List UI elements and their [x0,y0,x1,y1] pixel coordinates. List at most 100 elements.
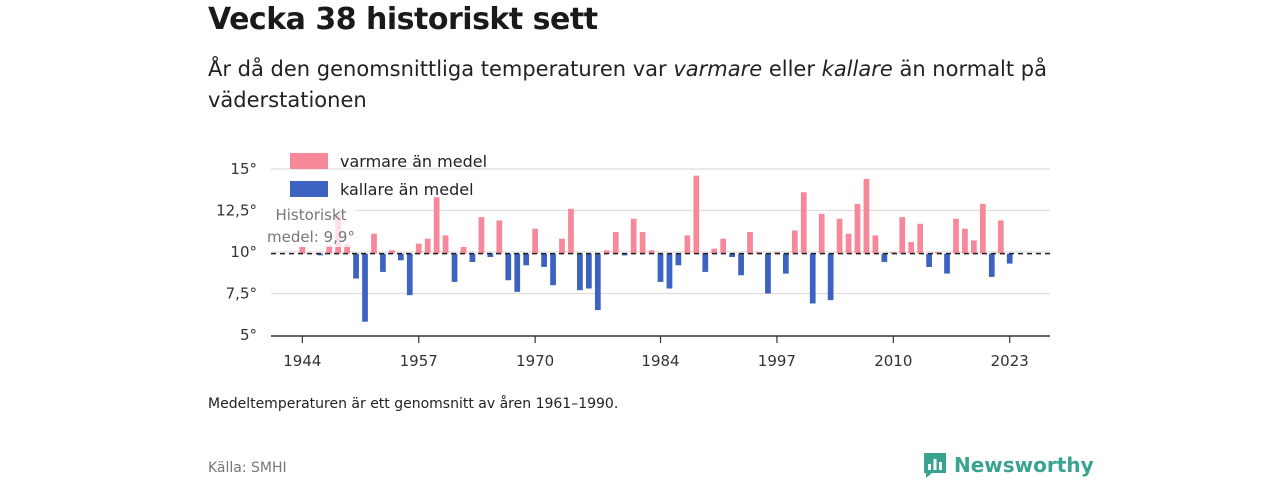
bar-warm [460,247,467,254]
chart-title: Vecka 38 historiskt sett [208,2,598,37]
bar-cold [487,253,494,257]
x-tick-label: 1970 [516,352,554,370]
bar-cold [523,253,530,266]
bar-warm [478,217,485,254]
y-tick-label: 12,5° [216,202,257,220]
y-tick-label: 15° [230,160,257,178]
bar-warm [299,247,306,254]
x-tick-label: 2023 [991,352,1029,370]
legend-swatch-warm [290,153,328,169]
bar-cold [505,253,512,281]
bar-warm [603,250,610,254]
bar-warm [612,232,619,254]
x-tick-label: 2010 [874,352,912,370]
newsworthy-brand-text: Newsworthy [954,453,1094,477]
bar-cold [541,253,547,267]
newsworthy-logo-icon [924,453,946,478]
bar-warm [872,235,879,254]
bar-warm [979,203,986,254]
x-tick-label: 1944 [283,352,321,370]
bar-warm [344,243,350,254]
bar-cold [380,253,386,272]
y-tick-label: 5° [240,326,257,344]
reference-label-line2: medel: 9,9° [267,228,355,246]
y-tick-label: 10° [230,243,257,261]
x-axis-ticks: 1944 1957 1970 1984 1997 2010 2023 [271,335,1050,370]
bar-warm [639,232,646,254]
bar-warm [720,238,727,254]
bar-cold [827,253,834,301]
bar-cold [594,253,601,311]
bar-warm [747,232,753,254]
bar-warm [791,230,798,254]
bar-warm [774,252,780,254]
bar-cold [926,253,932,267]
bar-warm [818,213,825,254]
x-tick-label: 1997 [758,352,796,370]
bar-warm [962,228,968,254]
bar-cold [353,253,359,279]
bar-cold [944,253,950,274]
subtitle-text-3: än normalt på väderstationen [208,57,1047,112]
bar-warm [997,220,1004,254]
bar-warm [371,233,377,254]
bar-warm [415,243,422,254]
bar-warm [899,217,906,254]
subtitle-cold-word: kallare [821,57,893,81]
bar-cold [782,253,789,274]
bar-warm [326,245,333,254]
bar-cold [406,253,413,296]
bar-cold [765,253,771,294]
bar-warm [568,208,574,254]
bar-cold [397,253,404,261]
bar-cold [469,253,476,262]
bar-cold [362,253,368,322]
bar-warm [693,175,700,254]
bar-cold [729,253,735,257]
bar-chart: 5° 7,5° 10° 12,5° 15° 1944 1957 1970 1984 1997 20… [216,152,1050,370]
bar-warm [532,228,539,254]
footnote: Medeltemperaturen är ett genomsnitt av å… [208,396,619,412]
legend: varmare än medel kallare än medel [290,152,487,199]
bar-cold [809,253,816,304]
bar-cold [514,253,521,292]
bar-warm [711,248,718,254]
bar-warm [845,233,852,254]
bar-cold [577,253,583,291]
bar-cold [621,253,628,256]
bar-cold [702,253,709,272]
bar-cold [881,253,888,262]
bar-cold [675,253,682,266]
legend-swatch-cold [290,181,328,197]
subtitle-warm-word: varmare [673,57,763,81]
bar-warm [854,203,861,254]
bar-warm [953,218,959,254]
source-label: Källa: SMHI [208,460,287,476]
bar-warm [908,242,915,254]
bar-cold [317,253,324,256]
bar-cold [988,253,995,277]
y-axis-ticks: 5° 7,5° 10° 12,5° 15° [216,160,257,344]
bar-warm [424,238,431,254]
newsworthy-logo: Newsworthy [922,450,1094,480]
chart-subtitle: År då den genomsnittliga temperaturen va… [208,54,1048,116]
bar-warm [648,250,655,254]
bar-cold [586,253,592,289]
subtitle-text-2: eller [762,57,822,81]
bar-warm [496,220,503,254]
bar-warm [559,238,565,254]
bar-cold [666,253,673,289]
bar-warm [389,250,395,254]
reference-label-background [262,203,356,247]
x-tick-label: 1984 [641,352,679,370]
bar-warm [442,235,449,254]
reference-line-group: Historiskt medel: 9,9° [262,203,1050,255]
bar-warm [836,218,843,254]
bar-warm [863,178,870,254]
bar-warm [800,192,807,254]
bar-warm [935,252,941,254]
bar-cold [657,253,664,282]
legend-label-cold: kallare än medel [340,180,474,199]
bar-warm [917,223,924,254]
bar-cold [738,253,744,276]
